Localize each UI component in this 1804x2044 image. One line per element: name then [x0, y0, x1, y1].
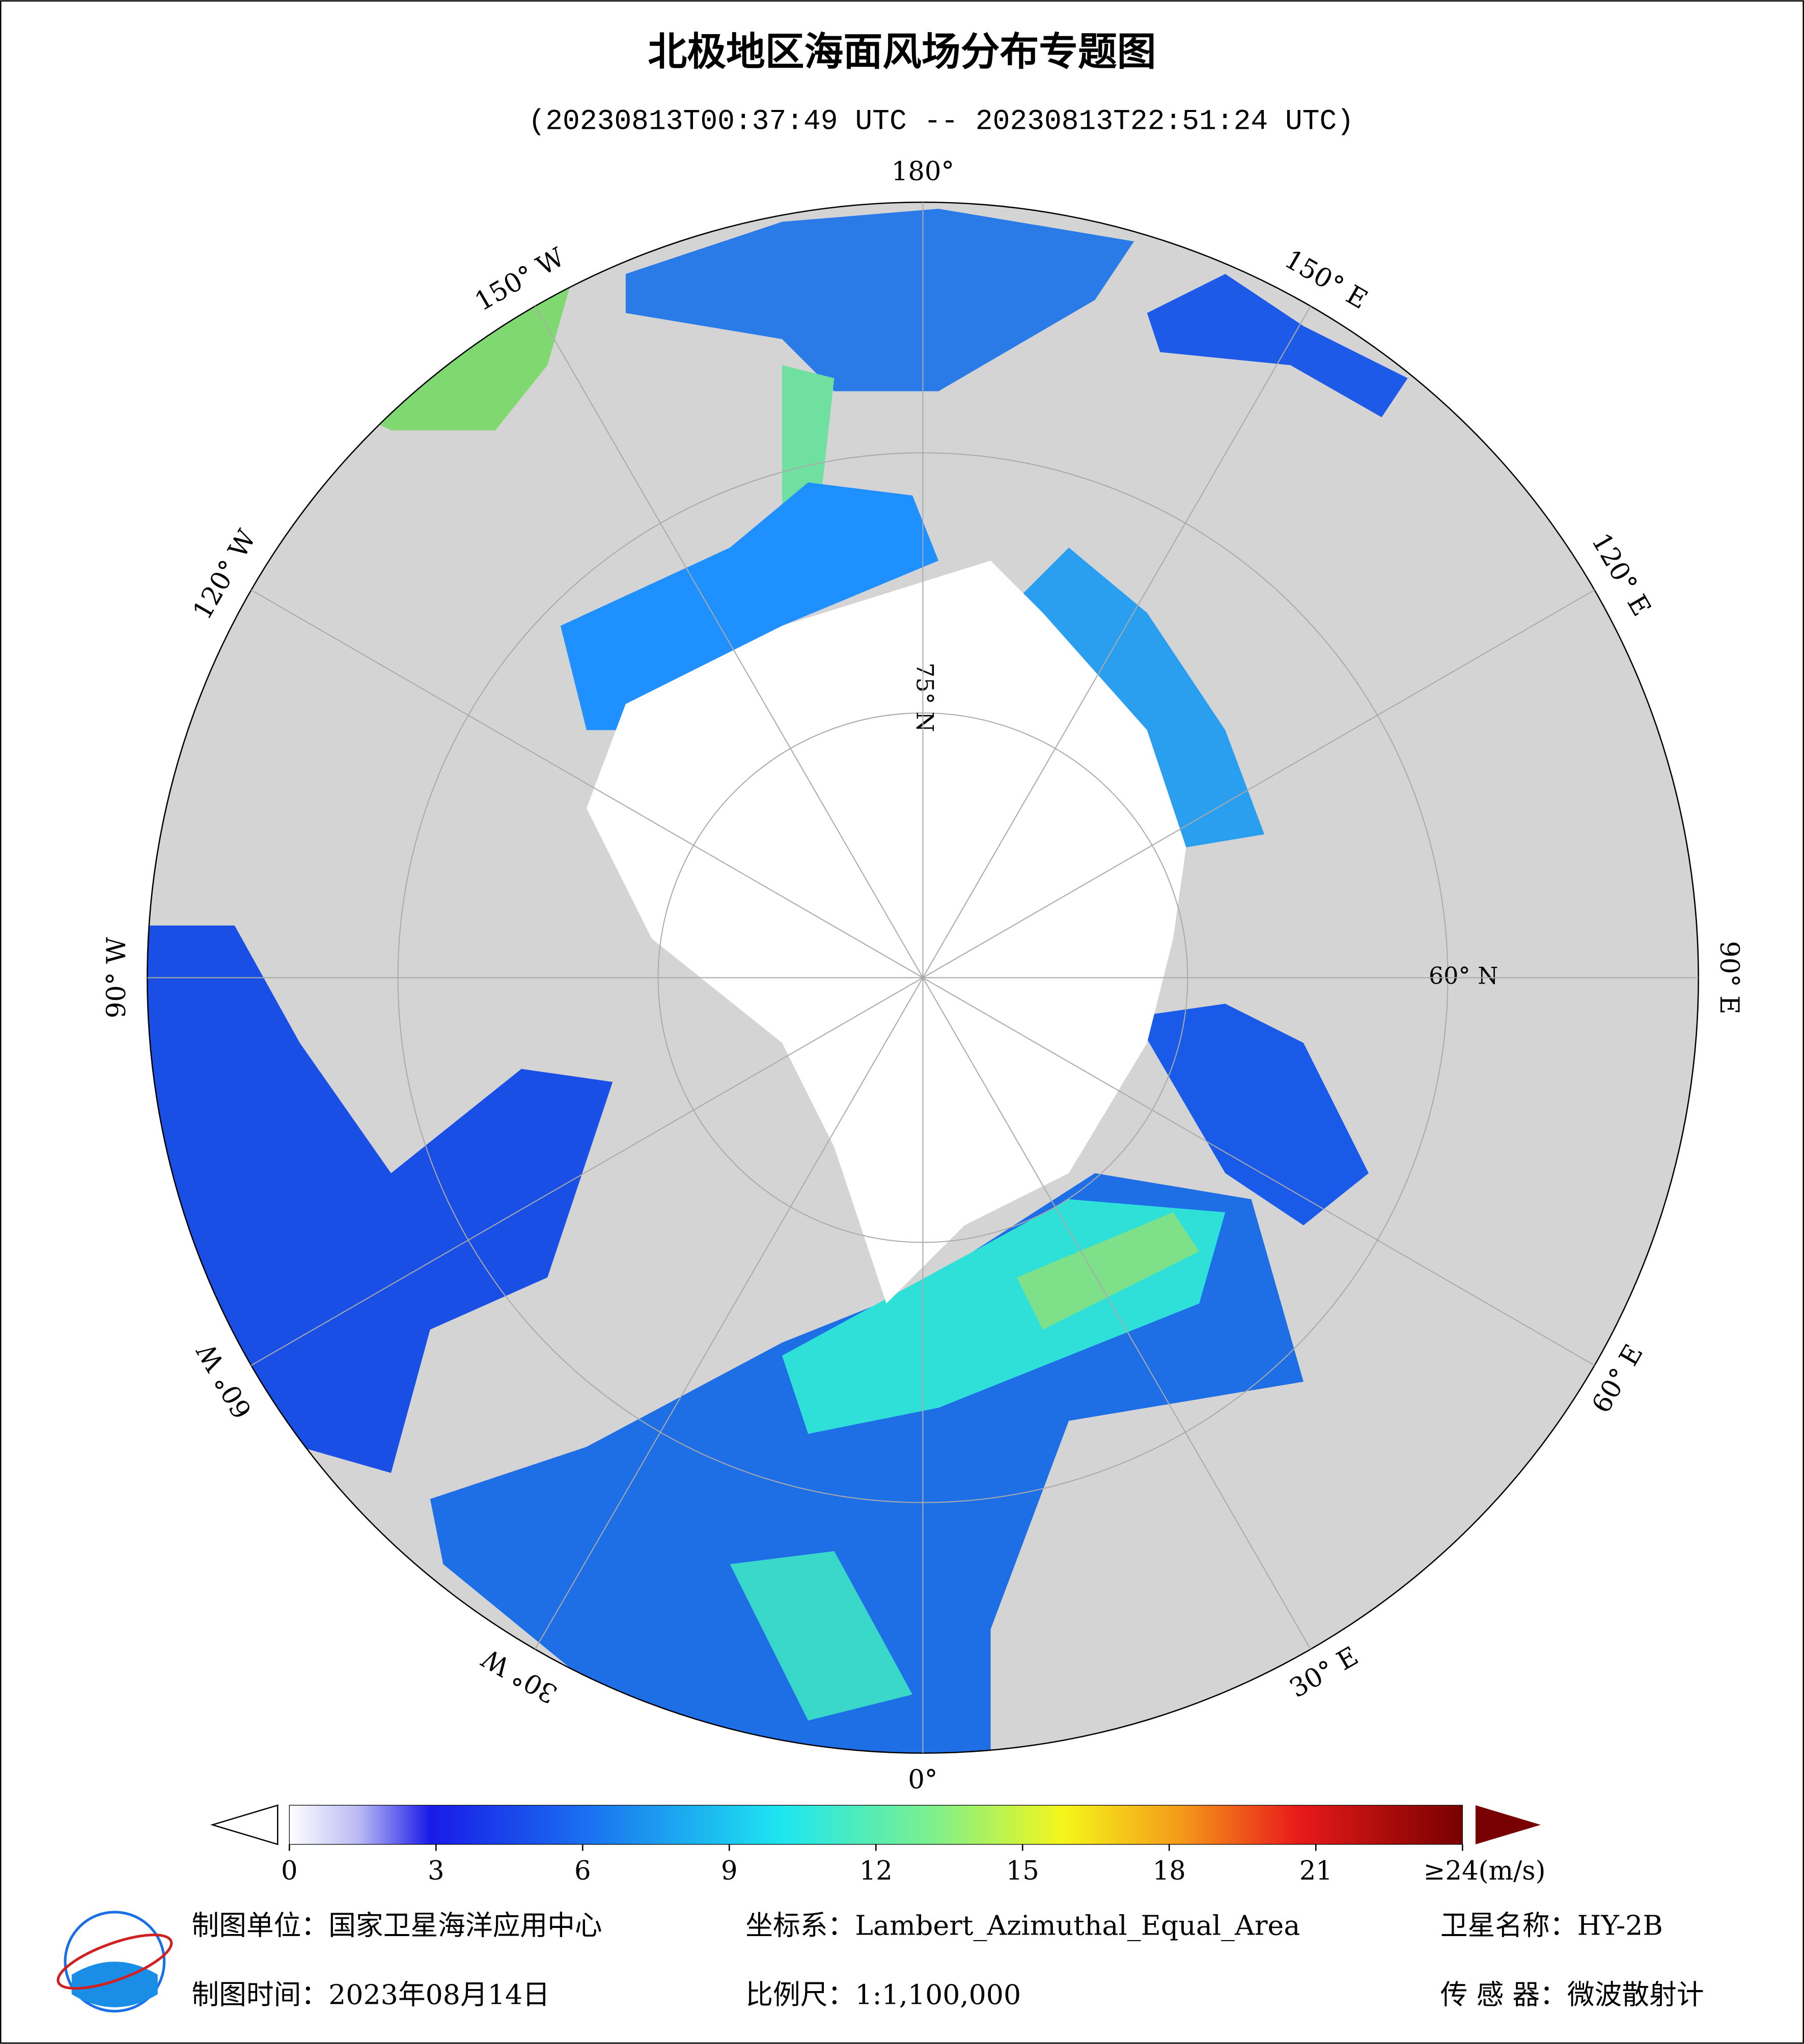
wind-field: [1147, 274, 1408, 417]
footer-crs: 坐标系：Lambert_Azimuthal_Equal_Area: [745, 1910, 1300, 1942]
colorbar-tick-label: ≥24(m/s): [1423, 1856, 1545, 1886]
footer-producer: 制图单位：国家卫星海洋应用中心: [191, 1910, 602, 1942]
wind-field: [560, 482, 939, 731]
parallel-label: 60° N: [1429, 962, 1498, 989]
subtitle: (20230813T00:37:49 UTC -- 20230813T22:51…: [528, 105, 1354, 137]
wind-field: [1016, 1212, 1200, 1330]
meridian-label: 0°: [908, 1765, 937, 1795]
parallel-label: 75° N: [911, 663, 938, 733]
colorbar: [289, 1805, 1463, 1845]
wind-field: [1134, 1003, 1369, 1225]
colorbar-tick-label: 15: [1006, 1856, 1039, 1886]
footer-satellite: 卫星名称：HY-2B: [1440, 1910, 1663, 1942]
meridian: [922, 977, 1311, 1650]
wind-field: [782, 365, 835, 522]
wind-field: [147, 926, 613, 1473]
meridian: [251, 589, 923, 978]
footer-date: 制图时间：2023年08月14日: [191, 1978, 550, 2010]
meridian-label: 90° W: [101, 937, 132, 1018]
colorbar-tick-label: 0: [281, 1856, 298, 1886]
colorbar-under: [210, 1804, 279, 1845]
colorbar-tick-label: 12: [859, 1856, 893, 1886]
colorbar-tick-label: 18: [1153, 1856, 1186, 1886]
meridian: [534, 977, 924, 1650]
meridian-label: 90° E: [1714, 941, 1744, 1014]
colorbar-tick-label: 21: [1299, 1856, 1333, 1886]
colorbar-tick-label: 6: [574, 1856, 591, 1886]
colorbar-tick-label: 3: [428, 1856, 445, 1886]
footer-sensor: 传 感 器：微波散射计: [1440, 1978, 1704, 2010]
meridian: [251, 977, 923, 1366]
meridian-label: 180°: [892, 156, 954, 187]
meridian: [922, 977, 1595, 1366]
logo: [57, 1911, 173, 2013]
meridian: [922, 589, 1595, 978]
sea-ice: [586, 561, 1186, 1304]
colorbar-over: [1475, 1805, 1541, 1844]
wind-field: [625, 209, 1134, 391]
meridian: [534, 305, 924, 978]
title: 北极地区海面风场分布专题图: [648, 29, 1156, 75]
footer-scale: 比例尺：1:1,100,000: [745, 1978, 1021, 2010]
meridian: [922, 305, 1311, 978]
wind-field: [730, 1551, 912, 1721]
colorbar-tick-label: 9: [721, 1856, 738, 1886]
